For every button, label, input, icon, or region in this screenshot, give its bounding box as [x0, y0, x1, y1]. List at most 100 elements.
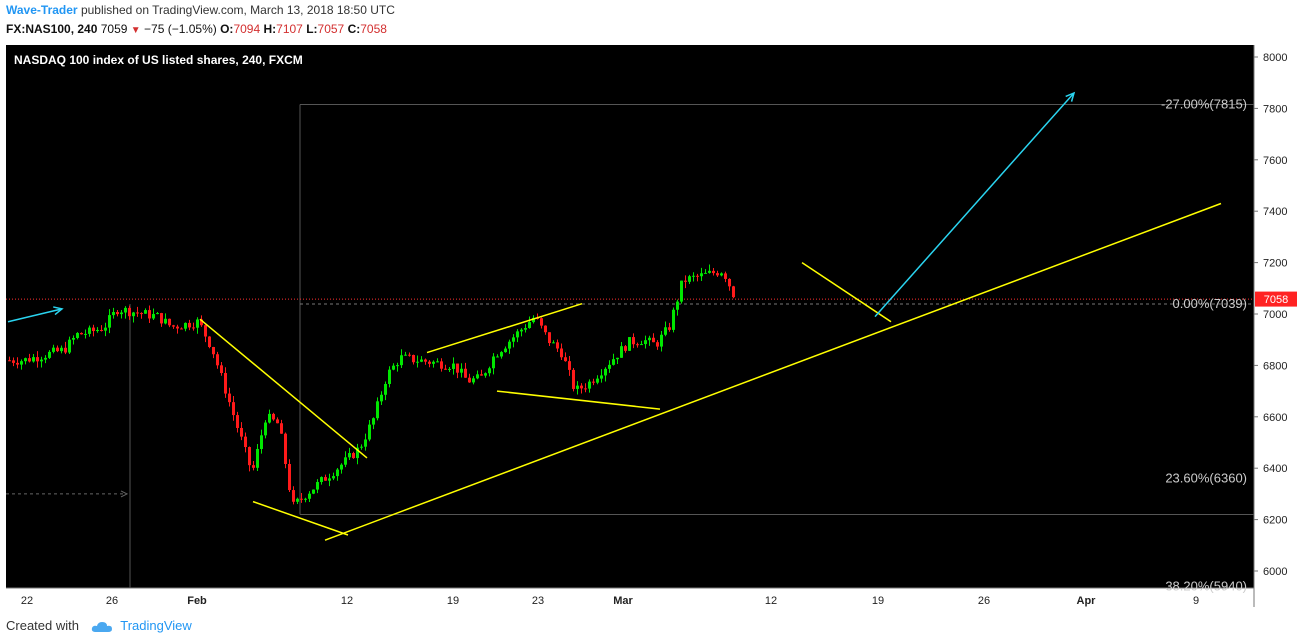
candle-body	[624, 346, 627, 351]
candle-body	[504, 348, 507, 353]
candle-body	[724, 273, 727, 279]
candle-body	[188, 322, 191, 328]
projection-arrow-up[interactable]	[874, 92, 1075, 318]
candle-body	[448, 368, 451, 370]
candle-body	[500, 352, 503, 357]
close-label: C:	[347, 22, 361, 36]
price-tick-label: 7200	[1263, 258, 1287, 270]
time-tick-label: 12	[341, 595, 353, 607]
candle-body	[704, 272, 707, 274]
fibonacci-levels[interactable]: -27.00%(7815) 0.00%(7039) 23.60%(6360) 38.2…	[6, 97, 1254, 594]
candle-body	[232, 402, 235, 416]
main-support-trendline[interactable]	[324, 202, 1222, 541]
time-tick-label: 22	[21, 595, 33, 607]
plot-area[interactable]	[6, 45, 1254, 588]
candle-body	[60, 347, 63, 352]
created-with-text: Created with	[6, 618, 79, 633]
candle-body	[84, 333, 87, 335]
candle-body	[124, 307, 127, 313]
candle-body	[588, 381, 591, 389]
candle-body	[316, 482, 319, 490]
candle-body	[648, 337, 651, 341]
candle-body	[116, 312, 119, 315]
candle-body	[392, 365, 395, 370]
time-tick-label: 12	[765, 595, 777, 607]
candle-body	[632, 337, 635, 345]
candle-body	[216, 354, 219, 366]
price-tick-label: 7400	[1263, 206, 1287, 218]
trendline-feb-decline[interactable]	[199, 318, 368, 459]
candle-body	[376, 401, 379, 419]
candle-body	[576, 385, 579, 389]
candle-body	[468, 377, 471, 383]
candle-body	[344, 457, 347, 465]
candle-body	[292, 490, 295, 502]
candle-body	[48, 351, 51, 358]
candle-body	[192, 327, 195, 329]
tradingview-link[interactable]: TradingView	[120, 618, 192, 633]
candle-body	[452, 363, 455, 369]
candle-body	[196, 319, 199, 328]
candle-body	[260, 435, 263, 449]
candle-body	[340, 464, 343, 470]
candle-body	[308, 493, 311, 499]
candle-body	[508, 341, 511, 349]
candle-body	[328, 478, 331, 481]
candle-body	[492, 356, 495, 369]
projection-arrow-left[interactable]	[7, 308, 63, 323]
candle-body	[280, 423, 283, 434]
price-tick-label: 7600	[1263, 155, 1287, 167]
candle-body	[332, 476, 335, 479]
candle-body	[620, 346, 623, 358]
candle-body	[580, 385, 583, 389]
candle-body	[320, 477, 323, 483]
candle-body	[684, 280, 687, 282]
high-value: 7107	[276, 22, 303, 36]
candle-body	[512, 337, 515, 342]
candle-body	[688, 276, 691, 282]
time-axis-ticks: 22 26 Feb 12 19 23 Mar 12 19 26 Apr 9	[21, 595, 1199, 607]
candle-body	[480, 374, 483, 376]
trendline-mar-decline[interactable]	[801, 261, 892, 323]
candle-body	[728, 278, 731, 287]
candle-body	[96, 329, 99, 332]
candle-body	[128, 307, 131, 317]
price-tick-label: 6200	[1263, 515, 1287, 527]
candle-body	[164, 318, 167, 324]
candle-body	[44, 357, 47, 360]
candle-body	[244, 436, 247, 448]
time-tick-label: 26	[106, 595, 118, 607]
candle-body	[604, 368, 607, 376]
trendline-feb-bottom-2[interactable]	[496, 390, 661, 410]
candle-body	[396, 365, 399, 367]
trend-drawings[interactable]	[7, 91, 1222, 541]
candle-body	[400, 355, 403, 366]
candle-body	[228, 393, 231, 403]
price-chart[interactable]: NASDAQ 100 index of US listed shares, 24…	[0, 43, 1298, 609]
candle-body	[24, 358, 27, 362]
candle-body	[72, 337, 75, 340]
candle-body	[40, 359, 43, 362]
candle-body	[460, 368, 463, 373]
candle-body	[636, 344, 639, 346]
candle-body	[16, 362, 19, 365]
price-axis[interactable]	[1254, 45, 1298, 588]
candle-body	[528, 322, 531, 329]
price-change: −75 (−1.05%)	[144, 22, 217, 36]
candle-body	[496, 356, 499, 358]
candle-body	[568, 361, 571, 370]
footer: Created with TradingView	[6, 618, 192, 633]
trendline-feb-top[interactable]	[426, 303, 583, 354]
candle-body	[608, 364, 611, 369]
low-value: 7057	[317, 22, 345, 36]
candle-body	[36, 357, 39, 362]
candle-body	[384, 383, 387, 395]
author-link[interactable]: Wave-Trader	[6, 3, 78, 17]
candle-body	[8, 360, 11, 362]
candle-body	[520, 329, 523, 332]
candle-body	[484, 373, 487, 376]
candle-body	[672, 309, 675, 330]
candle-body	[212, 347, 215, 355]
candle-body	[404, 354, 407, 356]
trendline-feb-bottom[interactable]	[252, 500, 349, 536]
